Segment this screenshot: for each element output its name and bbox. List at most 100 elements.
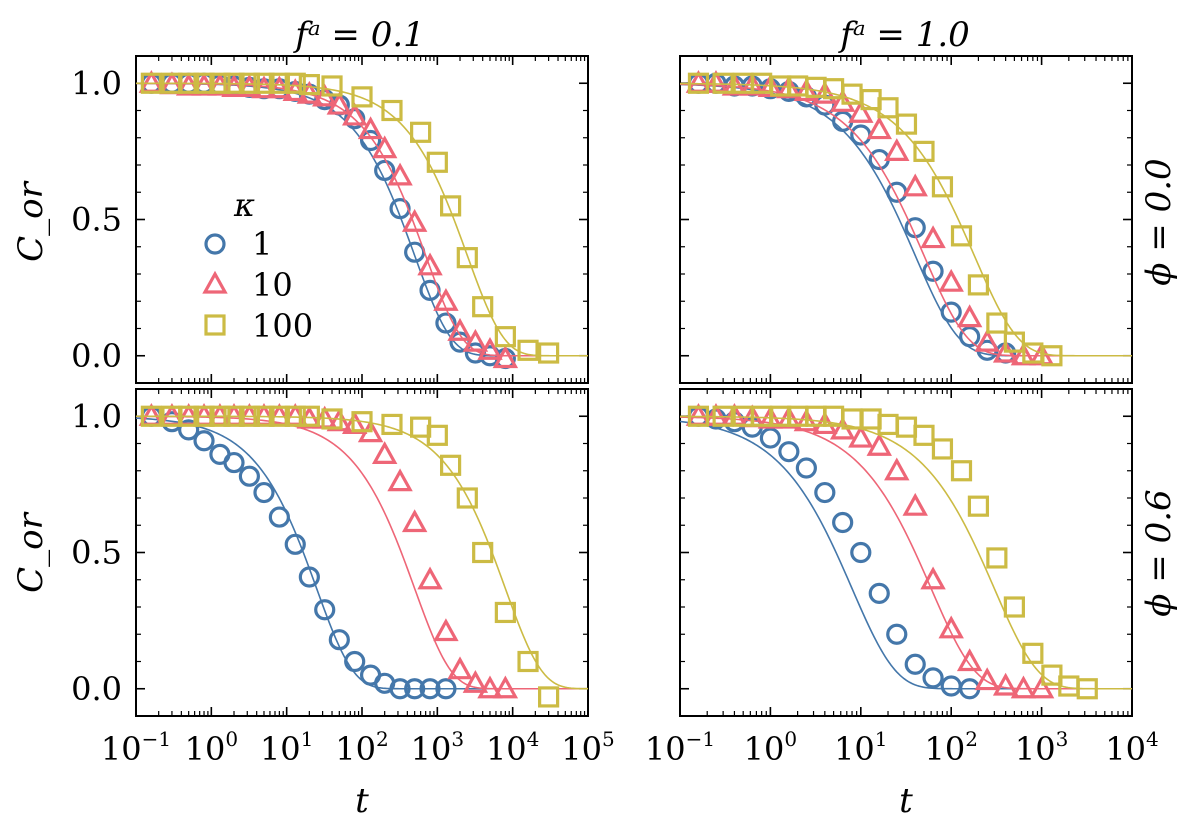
- point-kappa-100: [517, 339, 539, 361]
- point-kappa-1: [359, 129, 382, 152]
- point-kappa-100: [967, 274, 990, 296]
- point-kappa-100: [351, 411, 373, 433]
- point-kappa-10: [866, 432, 892, 456]
- point-kappa-1: [922, 260, 944, 282]
- fit-curve-kappa-100: [679, 415, 1132, 690]
- x-tick-label: 101: [260, 727, 313, 768]
- panel-0-1: [679, 55, 1133, 384]
- point-kappa-100: [439, 195, 462, 217]
- point-kappa-100: [381, 99, 403, 122]
- point-kappa-10: [433, 287, 459, 311]
- point-kappa-1: [850, 541, 872, 564]
- point-kappa-1: [344, 650, 366, 673]
- point-kappa-10: [938, 615, 964, 639]
- x-tick-label: 102: [335, 727, 388, 768]
- point-kappa-100: [1076, 678, 1098, 700]
- point-kappa-100: [895, 113, 918, 135]
- point-kappa-100: [140, 405, 162, 427]
- point-kappa-100: [1022, 642, 1044, 664]
- point-kappa-10: [447, 656, 473, 680]
- point-kappa-100: [931, 176, 954, 198]
- point-kappa-1: [940, 675, 962, 697]
- x-tick-label: 105: [561, 727, 614, 768]
- point-kappa-1: [940, 301, 962, 323]
- point-kappa-100: [950, 225, 973, 247]
- point-kappa-10: [387, 162, 413, 186]
- panel-0-0: 0.0 0.5 1.0: [71, 55, 589, 384]
- point-kappa-100: [472, 541, 494, 564]
- point-kappa-100: [687, 72, 710, 94]
- point-kappa-1: [284, 533, 306, 555]
- point-kappa-10: [902, 492, 928, 516]
- point-kappa-1: [832, 511, 854, 534]
- point-kappa-10: [462, 328, 489, 352]
- row-title-top: ϕ = 0.0: [1139, 158, 1179, 285]
- point-kappa-100: [456, 487, 478, 509]
- x-tick-label: 101: [834, 727, 887, 768]
- point-kappa-10: [447, 317, 473, 341]
- point-kappa-10: [1010, 342, 1037, 366]
- legend-label-k100: 100: [252, 307, 313, 345]
- fit-curve-kappa-100: [136, 415, 589, 690]
- point-kappa-10: [492, 345, 519, 369]
- point-kappa-10: [326, 408, 353, 432]
- x-tick-label: 100: [744, 727, 797, 768]
- point-kappa-10: [477, 337, 503, 360]
- y-tick-label: 1.0: [71, 397, 122, 435]
- point-kappa-100: [517, 650, 539, 673]
- point-kappa-100: [268, 72, 290, 94]
- point-kappa-10: [462, 670, 489, 693]
- point-kappa-1: [435, 312, 457, 334]
- x-tick-label: 10−1: [645, 727, 715, 768]
- point-kappa-100: [351, 86, 373, 108]
- legend-marker-k1: [204, 233, 226, 255]
- point-kappa-100: [140, 72, 162, 94]
- point-kappa-100: [712, 405, 734, 427]
- point-kappa-1: [435, 678, 457, 700]
- x-tick-label: 103: [411, 727, 464, 768]
- y-axis-label-top: C_or: [11, 180, 51, 261]
- point-kappa-100: [178, 72, 200, 94]
- x-tick-label: 10−1: [101, 727, 171, 768]
- y-tick-label: 1.0: [71, 64, 122, 102]
- point-kappa-100: [209, 405, 231, 427]
- point-kappa-10: [992, 672, 1019, 696]
- point-kappa-1: [389, 678, 411, 700]
- x-tick-label: 103: [1015, 727, 1068, 768]
- col-title-right: fᵃ = 1.0: [837, 15, 970, 55]
- point-kappa-1: [868, 582, 890, 604]
- point-kappa-100: [494, 326, 516, 348]
- point-kappa-10: [848, 99, 874, 123]
- point-kappa-100: [426, 424, 448, 446]
- point-kappa-10: [326, 91, 353, 115]
- point-kappa-100: [426, 151, 448, 173]
- legend: κ 1 10 100: [202, 186, 313, 345]
- point-kappa-1: [904, 653, 926, 675]
- point-kappa-10: [401, 509, 428, 533]
- fit-curve-kappa-10: [679, 83, 1132, 357]
- point-kappa-10: [1028, 675, 1055, 699]
- point-kappa-1: [814, 481, 836, 504]
- point-kappa-100: [931, 438, 954, 460]
- point-kappa-10: [884, 138, 910, 161]
- point-kappa-100: [238, 72, 260, 94]
- point-kappa-1: [253, 481, 275, 504]
- point-kappa-1: [193, 430, 215, 452]
- row-title-bottom: ϕ = 0.6: [1139, 489, 1179, 616]
- point-kappa-1: [178, 419, 200, 441]
- point-kappa-100: [712, 72, 734, 94]
- point-kappa-10: [848, 424, 874, 448]
- point-kappa-1: [268, 506, 290, 528]
- point-kappa-10: [477, 675, 503, 699]
- point-kappa-100: [895, 416, 918, 438]
- point-kappa-100: [913, 140, 935, 162]
- point-kappa-10: [341, 102, 368, 126]
- col-title-left: fᵃ = 0.1: [292, 15, 425, 55]
- point-kappa-10: [920, 566, 946, 590]
- point-kappa-1: [298, 566, 320, 588]
- point-kappa-100: [986, 312, 1008, 334]
- fit-curve-kappa-1: [679, 420, 1132, 690]
- point-kappa-1: [223, 451, 245, 474]
- point-kappa-100: [209, 72, 231, 94]
